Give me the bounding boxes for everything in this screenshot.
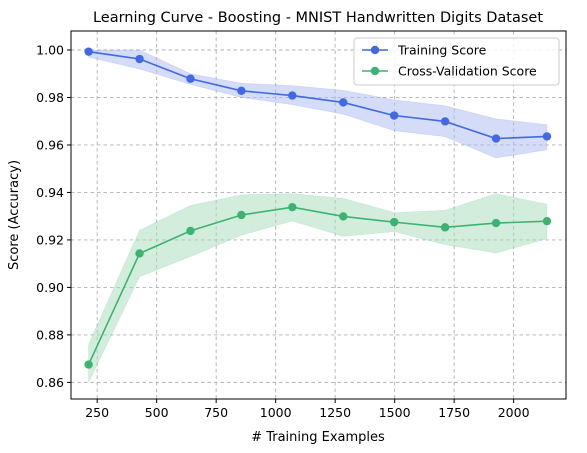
y-tick-label: 0.88 — [36, 327, 64, 342]
training-score-line — [88, 50, 547, 140]
cv-score-point — [440, 223, 450, 232]
x-tick-label: 250 — [85, 405, 109, 420]
training-score-point — [542, 132, 552, 141]
cv-score-point — [84, 360, 93, 369]
chart-title: Learning Curve - Boosting - MNIST Handwr… — [93, 10, 543, 26]
legend: Training Score Cross-Validation Score — [353, 37, 560, 86]
y-tick-label: 0.86 — [36, 375, 64, 390]
x-axis-label: # Training Examples — [251, 430, 385, 445]
training-score-point — [237, 86, 246, 96]
x-tick-label: 1500 — [379, 405, 411, 420]
training-score-point — [186, 74, 195, 83]
training-score-point — [339, 98, 348, 107]
training-score-point — [288, 91, 297, 100]
training-score-point — [389, 111, 399, 120]
training-score-point — [84, 47, 93, 56]
training-score-point — [135, 54, 144, 64]
cv-score-point — [491, 218, 501, 228]
x-tick-label: 1250 — [319, 405, 351, 420]
legend-box — [353, 37, 560, 86]
legend-cv-label: Cross-Validation Score — [398, 64, 537, 79]
y-tick-label: 0.92 — [36, 232, 64, 247]
cv-score-point — [186, 226, 195, 236]
x-tick-label: 1750 — [438, 405, 470, 420]
cv-score-point — [542, 216, 552, 226]
cv-score-band — [88, 193, 548, 383]
x-tick-label: 2000 — [498, 405, 530, 420]
training-score-point — [440, 117, 450, 126]
cv-score-line — [87, 206, 547, 365]
legend-training-marker — [370, 45, 380, 55]
y-tick-label: 1.00 — [36, 42, 64, 57]
legend-training-label: Training Score — [397, 43, 487, 58]
x-tick-label: 1000 — [260, 405, 292, 420]
training-score-band — [88, 49, 548, 159]
x-tick-label: 750 — [204, 405, 228, 420]
y-tick-label: 0.94 — [36, 185, 64, 200]
cv-score-point — [135, 249, 144, 258]
training-score-point — [491, 134, 501, 143]
y-tick-label: 0.96 — [36, 137, 64, 152]
cv-score-point — [339, 212, 348, 221]
x-tick-label: 500 — [145, 405, 169, 420]
y-tick-label: 0.98 — [36, 90, 64, 105]
y-tick-label: 0.90 — [36, 280, 64, 295]
y-axis-label: Score (Accuracy) — [7, 160, 22, 270]
cv-score-point — [288, 202, 297, 212]
cv-score-point — [237, 210, 246, 220]
plot-frame — [70, 30, 567, 400]
plot-area: 250 500 750 1000 1250 1500 1750 2000 0.86 0.88 0.9… — [36, 30, 567, 420]
cv-score-point — [389, 217, 399, 227]
legend-cv-marker — [370, 66, 380, 76]
